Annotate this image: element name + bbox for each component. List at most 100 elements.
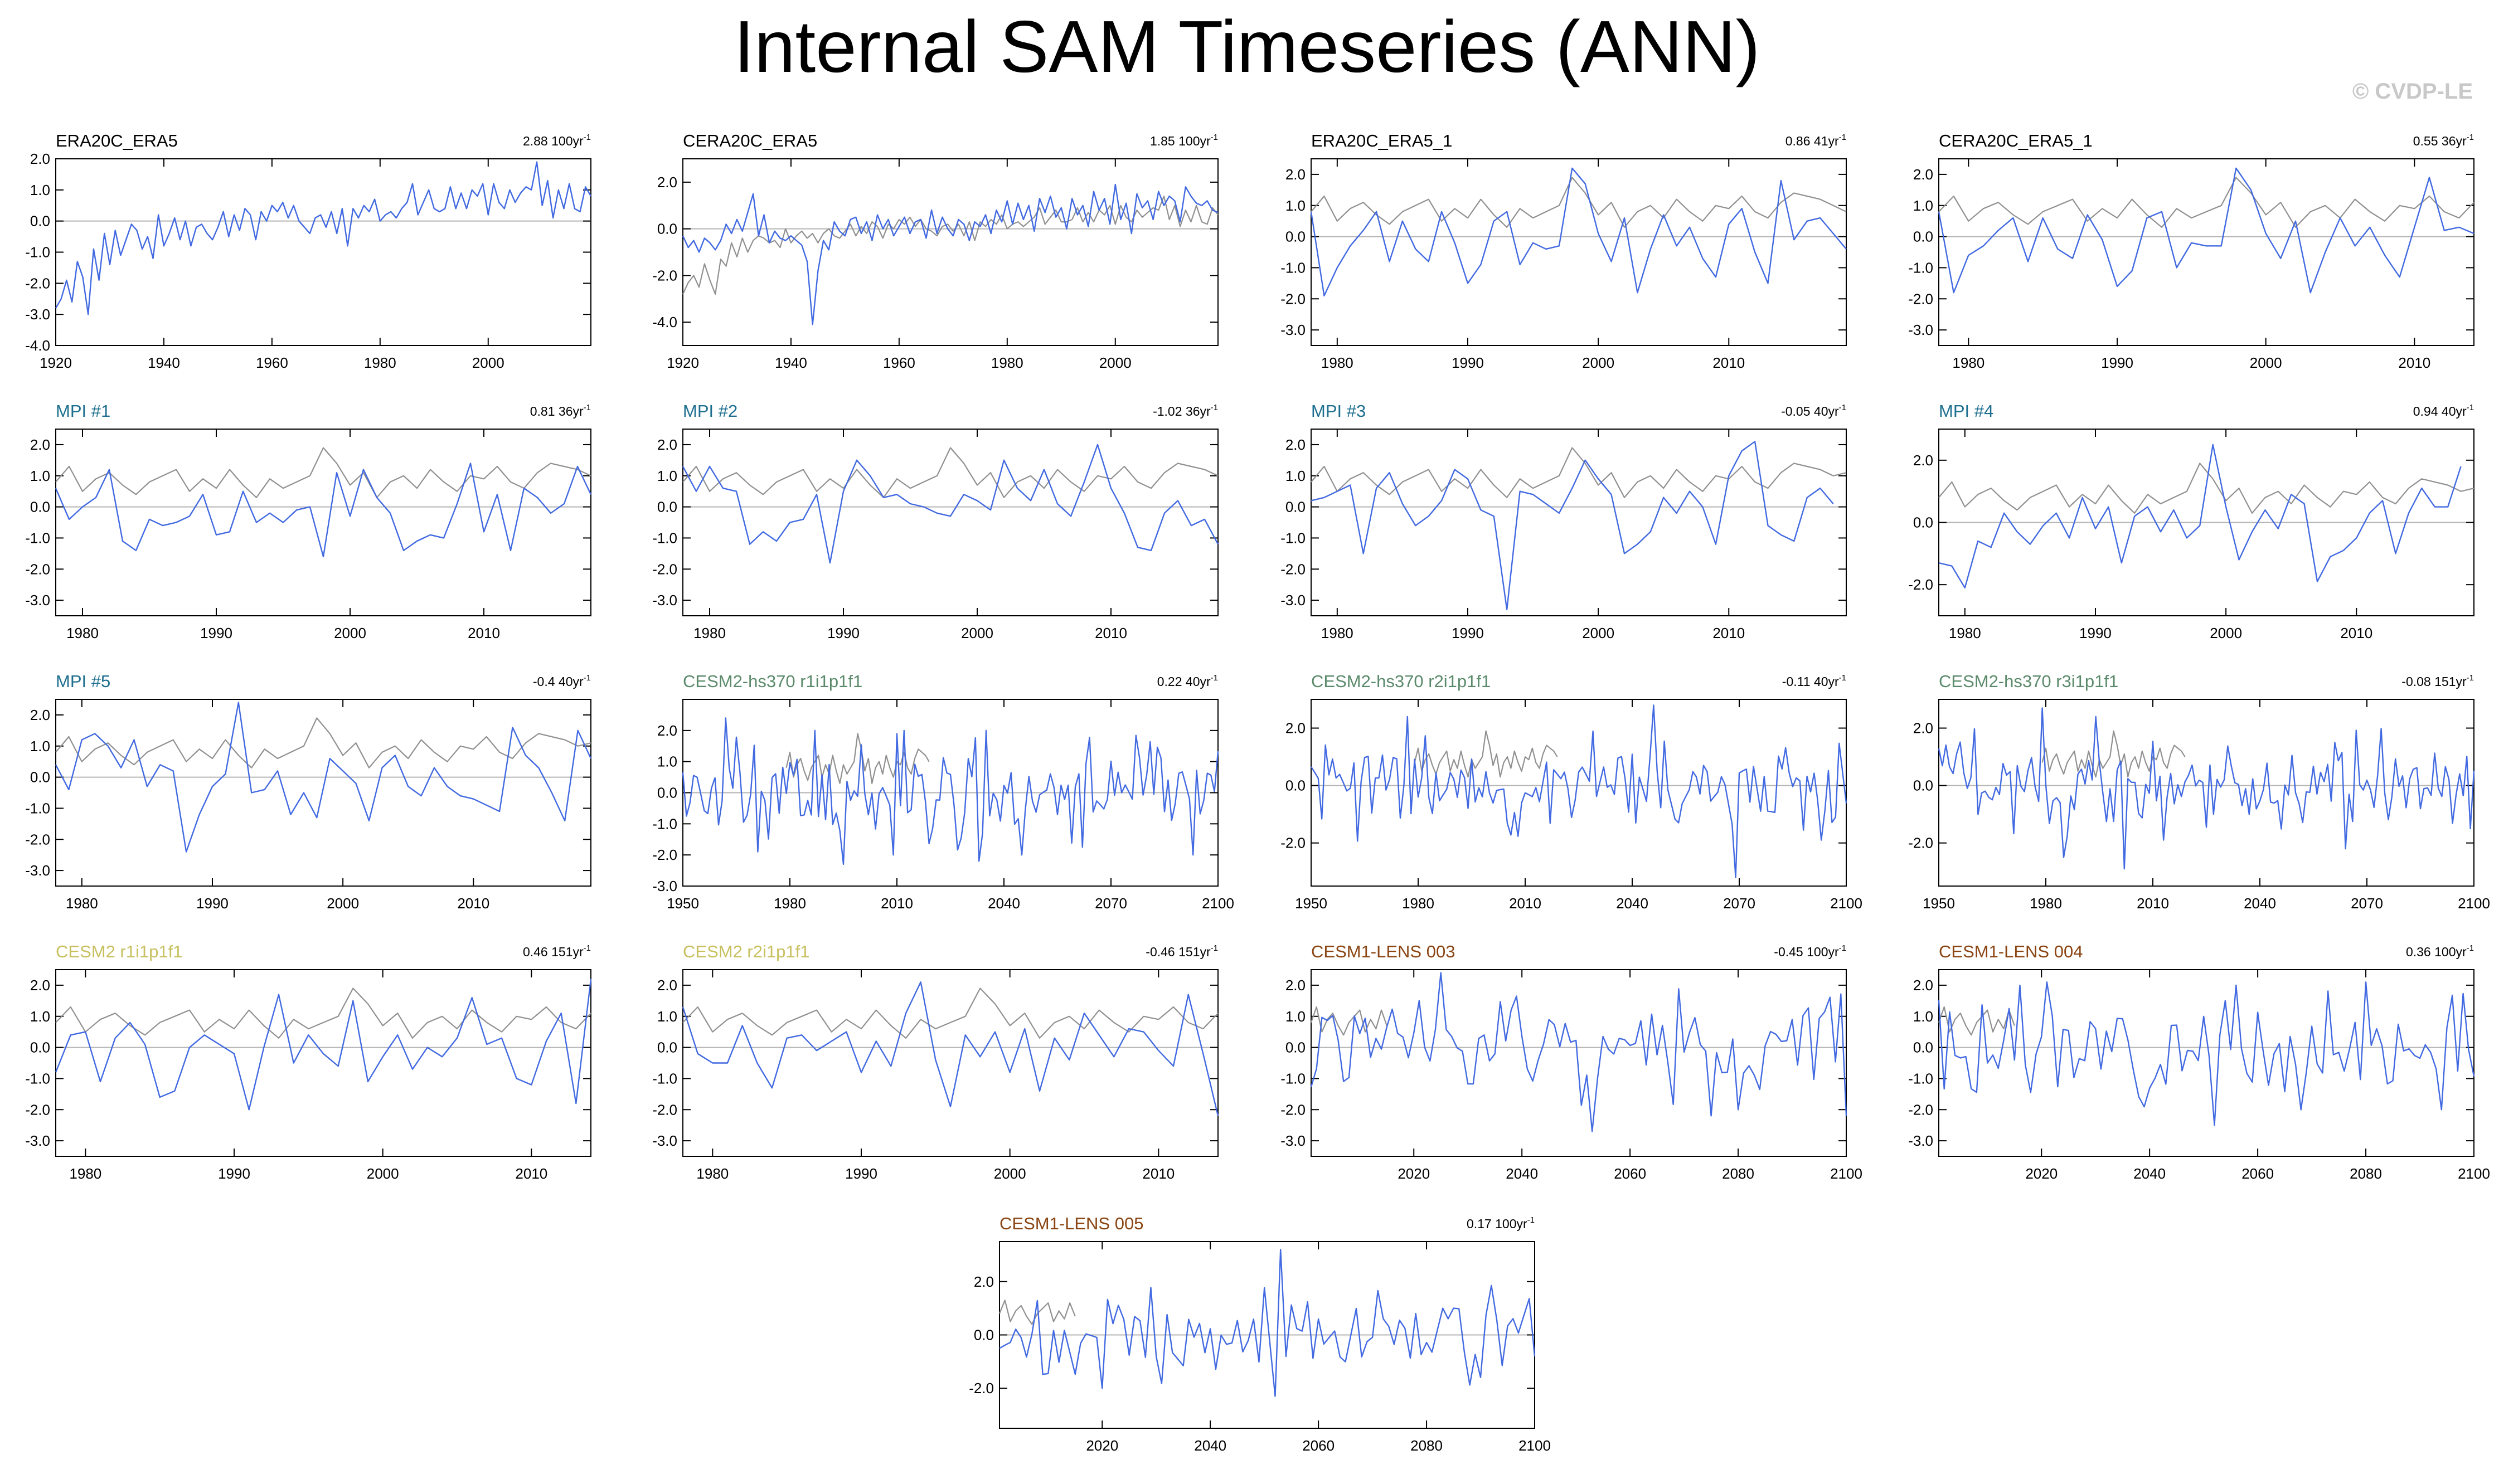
y-tick-label: -1.0 xyxy=(25,529,50,546)
y-tick-label: 0.0 xyxy=(1285,228,1306,245)
x-tick-label: 1980 xyxy=(1321,625,1353,641)
y-tick-label: 2.0 xyxy=(30,150,50,167)
trend-label: 2.88 100yr-1 xyxy=(523,133,591,148)
panel-era20c-era5: ERA20C_ERA5 2.88 100yr-1 2.0 1.0 0.0 -1.0 -2.0… xyxy=(25,131,592,371)
x-tick-label: 2000 xyxy=(1582,625,1614,641)
x-tick-label: 2080 xyxy=(1722,1165,1754,1182)
x-tick-label: 2040 xyxy=(1194,1437,1226,1454)
x-tick-label: 2000 xyxy=(994,1165,1026,1182)
y-tick-label: -2.0 xyxy=(1908,290,1933,307)
y-tick-label: 2.0 xyxy=(657,977,677,994)
y-tick-label: 0.0 xyxy=(1913,777,1933,794)
trend-exponent: -1 xyxy=(1839,673,1846,683)
x-tick-label: 1990 xyxy=(218,1165,250,1182)
x-tick-label: 1980 xyxy=(1402,895,1434,912)
plot-frame xyxy=(1311,969,1847,1157)
model-series-line xyxy=(999,1249,1536,1397)
x-tick-label: 2100 xyxy=(2458,1165,2490,1182)
x-tick-label: 1990 xyxy=(196,895,229,912)
model-series-line xyxy=(682,717,1219,865)
model-series-line xyxy=(1310,167,1847,296)
trend-exponent: -1 xyxy=(2467,133,2474,142)
x-tick-label: 2000 xyxy=(327,895,359,912)
panel-era20c-era5-1: ERA20C_ERA5_1 0.86 41yr-1 2.0 1.0 0.0 -1.0 -2.… xyxy=(1280,131,1847,371)
observed-series-line xyxy=(1310,1006,1387,1036)
plot-frame xyxy=(1938,969,2474,1157)
watermark: © CVDP-LE xyxy=(2352,79,2473,104)
x-tick-label: 2000 xyxy=(1099,354,1132,371)
x-tick-label: 1980 xyxy=(364,354,396,371)
x-tick-label: 1980 xyxy=(1952,354,1984,371)
model-series-line xyxy=(682,444,1219,564)
x-tick-label: 2010 xyxy=(1142,1165,1175,1182)
x-tick-label: 2010 xyxy=(881,895,913,912)
x-tick-label: 1990 xyxy=(1452,625,1484,641)
observed-series-line xyxy=(1414,730,1558,778)
x-tick-label: 2100 xyxy=(1518,1437,1551,1454)
plot-frame xyxy=(682,969,1219,1157)
x-tick-label: 1990 xyxy=(2079,625,2112,641)
y-tick-label: -2.0 xyxy=(25,831,50,848)
x-tick-label: 2100 xyxy=(2458,895,2490,912)
x-tick-label: 1950 xyxy=(1923,895,1955,912)
y-tick-label: 1.0 xyxy=(1285,468,1306,484)
model-series-line xyxy=(55,702,592,853)
trend-label: -1.02 36yr-1 xyxy=(1153,403,1218,419)
y-tick-label: 0.0 xyxy=(30,499,50,515)
panel-title: MPI #3 xyxy=(1311,401,1366,421)
panel-title: CESM1-LENS 005 xyxy=(999,1214,1143,1233)
y-tick-label: -2.0 xyxy=(652,846,677,863)
y-tick-label: 1.0 xyxy=(1285,1008,1306,1025)
trend-exponent: -1 xyxy=(1211,133,1218,142)
y-tick-label: -1.0 xyxy=(652,815,677,832)
panel-cera20c-era5-1: CERA20C_ERA5_1 0.55 36yr-1 2.0 1.0 0.0 -1.0 -2… xyxy=(1908,131,2474,371)
x-tick-label: 2070 xyxy=(2351,895,2383,912)
observed-series-line xyxy=(2041,730,2186,778)
panel-cera20c-era5: CERA20C_ERA5 1.85 100yr-1 2.0 0.0 -2.0 -4.0 19… xyxy=(652,131,1219,371)
y-tick-label: -1.0 xyxy=(652,529,677,546)
x-tick-label: 2010 xyxy=(2137,895,2169,912)
x-tick-label: 1990 xyxy=(200,625,232,641)
model-series-line xyxy=(55,979,592,1111)
trend-exponent: -1 xyxy=(1211,943,1218,953)
panel-title: MPI #1 xyxy=(56,401,110,421)
trend-label: 0.36 100yr-1 xyxy=(2406,943,2474,959)
y-tick-label: 1.0 xyxy=(30,1008,50,1025)
x-tick-label: 1980 xyxy=(66,895,98,912)
x-tick-label: 2010 xyxy=(457,895,489,912)
observed-series-line xyxy=(1938,177,2474,228)
y-tick-label: -2.0 xyxy=(1908,1101,1933,1118)
model-series-line xyxy=(1938,167,2474,294)
x-tick-label: 2010 xyxy=(1509,895,1541,912)
y-tick-label: 2.0 xyxy=(30,707,50,723)
observed-series-line xyxy=(682,447,1219,498)
model-series-line xyxy=(1310,972,1847,1132)
panel-cesm2-hs370-r3i1p1f1: CESM2-hs370 r3i1p1f1 -0.08 151yr-1 2.0 0.0 -… xyxy=(1908,672,2490,912)
x-tick-label: 1980 xyxy=(693,625,726,641)
y-tick-label: -3.0 xyxy=(25,862,50,879)
panel-mpi-3: MPI #3 -0.05 40yr-1 2.0 1.0 0.0 -1.0 -2.0 -3.0 1… xyxy=(1280,401,1847,641)
observed-series-line xyxy=(998,1300,1076,1325)
panel-title: MPI #4 xyxy=(1939,401,1993,421)
observed-series-line xyxy=(1938,463,2474,514)
x-tick-label: 2020 xyxy=(1398,1165,1430,1182)
y-tick-label: -2.0 xyxy=(652,561,677,577)
plot-frame xyxy=(55,429,591,616)
x-tick-label: 2060 xyxy=(1302,1437,1335,1454)
observed-series-line xyxy=(785,733,930,784)
y-tick-label: 2.0 xyxy=(1913,452,1933,469)
trend-label: -0.05 40yr-1 xyxy=(1781,403,1846,419)
x-tick-label: 2010 xyxy=(2340,625,2372,641)
x-tick-label: 1980 xyxy=(2030,895,2062,912)
y-tick-label: -1.0 xyxy=(652,1070,677,1087)
x-tick-label: 1980 xyxy=(696,1165,729,1182)
panel-cesm1-lens-003: CESM1-LENS 003 -0.45 100yr-1 2.0 1.0 0.0 -1.0… xyxy=(1280,942,1862,1182)
x-tick-label: 2010 xyxy=(2398,354,2430,371)
y-tick-label: -2.0 xyxy=(1908,576,1933,593)
x-tick-label: 1980 xyxy=(1321,354,1353,371)
x-tick-label: 2010 xyxy=(515,1165,547,1182)
plot-frame xyxy=(682,158,1219,346)
trend-label: 1.85 100yr-1 xyxy=(1150,133,1218,148)
model-series-line xyxy=(1938,981,2475,1126)
trend-exponent: -1 xyxy=(2467,673,2474,683)
